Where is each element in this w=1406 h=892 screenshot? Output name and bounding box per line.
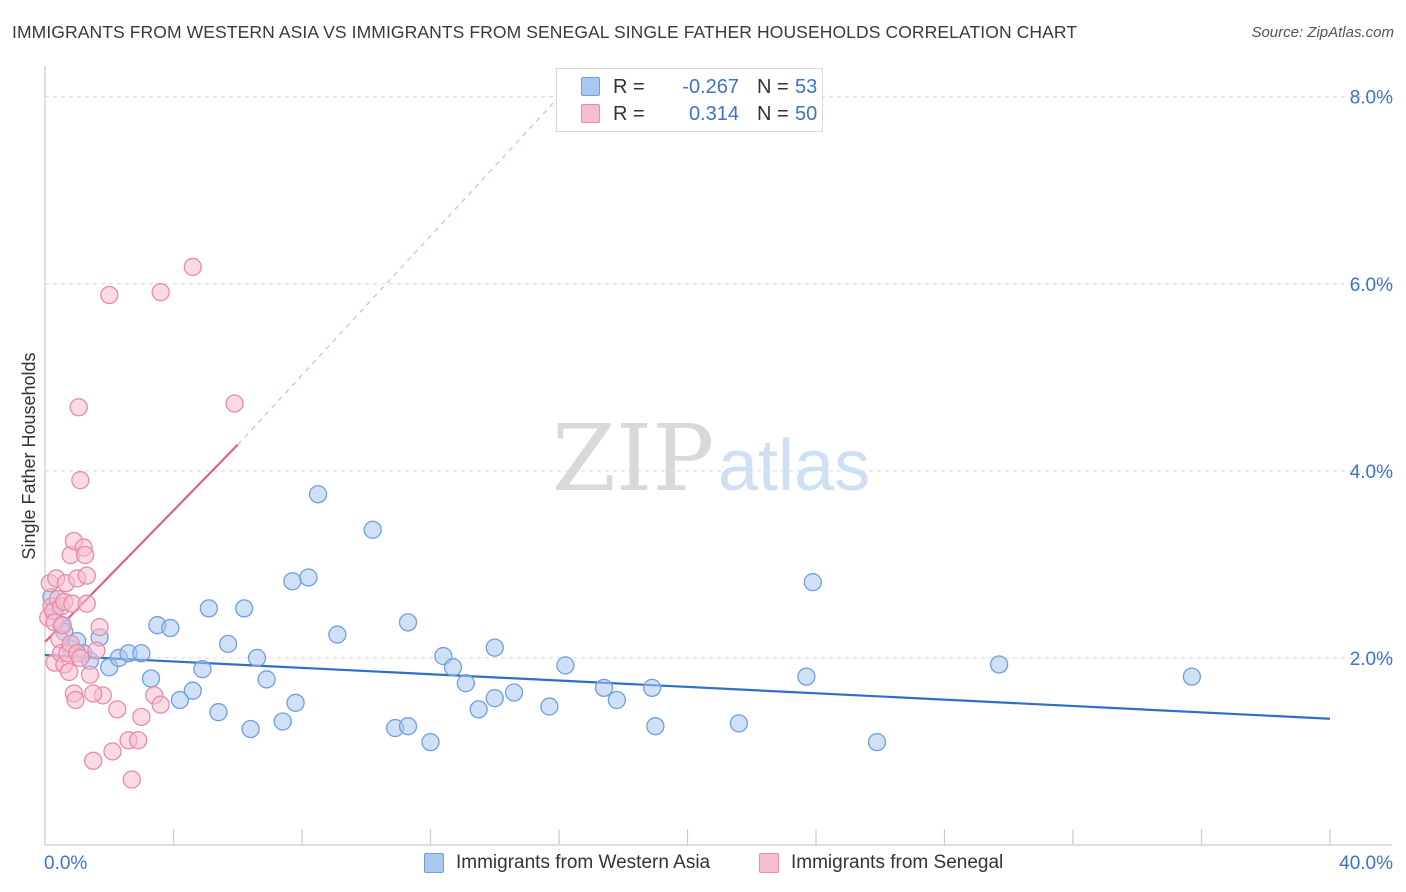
data-points [39, 257, 1202, 789]
point-senegal [151, 695, 170, 714]
point-western-asia [257, 670, 276, 689]
bottom-legend-swatch-senegal [759, 853, 779, 873]
point-western-asia [867, 732, 887, 752]
point-western-asia [540, 697, 559, 716]
point-western-asia [183, 681, 202, 700]
x-tick-label: 0.0% [44, 853, 87, 874]
point-western-asia [241, 719, 260, 739]
legend-n-label: N = [757, 103, 789, 125]
legend-r-label: R = [613, 103, 645, 125]
point-senegal [129, 731, 148, 750]
trend-extension-senegal [237, 96, 560, 446]
tick-labels: 2.0% 4.0% 6.0% 8.0% 0.0% 40.0% Single Father H… [19, 88, 1393, 874]
legend-r-value: -0.267 [682, 76, 739, 98]
point-western-asia [286, 693, 305, 712]
point-western-asia [283, 572, 302, 591]
bottom-legend-label: Immigrants from Senegal [791, 852, 1004, 873]
point-senegal [59, 662, 79, 682]
trend-line-western-asia [44, 654, 1331, 720]
grid-lines [45, 96, 1392, 659]
legend-n-label: N = [757, 76, 789, 98]
point-western-asia [504, 683, 524, 702]
point-western-asia [594, 678, 614, 698]
point-western-asia [421, 732, 440, 752]
legend-n-value: 50 [795, 103, 818, 125]
point-western-asia [193, 660, 212, 679]
chart-title: IMMIGRANTS FROM WESTERN ASIA VS IMMIGRAN… [12, 22, 1078, 42]
point-western-asia [646, 717, 665, 736]
point-western-asia [485, 638, 504, 657]
point-senegal [77, 566, 96, 585]
point-western-asia [398, 613, 418, 632]
point-senegal [122, 770, 141, 789]
point-western-asia [161, 618, 180, 638]
point-senegal [87, 641, 106, 660]
y-tick-label: 8.0% [1350, 88, 1393, 109]
point-western-asia [556, 656, 575, 675]
point-western-asia [398, 717, 418, 736]
point-senegal [84, 751, 103, 770]
y-axis-title: Single Father Households [19, 352, 39, 559]
point-western-asia [1182, 667, 1202, 686]
point-western-asia [218, 634, 238, 654]
point-senegal [100, 285, 119, 305]
point-western-asia [607, 690, 626, 710]
point-senegal [90, 617, 109, 637]
y-tick-label: 2.0% [1350, 649, 1393, 670]
point-western-asia [328, 625, 347, 644]
correlation-legend: R = -0.267 N = 53 R = 0.314 N = 50 [556, 68, 823, 132]
y-tick-label: 4.0% [1350, 462, 1393, 483]
bottom-legend-label: Immigrants from Western Asia [456, 852, 711, 873]
point-western-asia [199, 599, 218, 618]
point-western-asia [729, 714, 749, 733]
bottom-legend-swatch-western-asia [424, 853, 444, 873]
axes [44, 66, 1392, 846]
legend-swatch-senegal [581, 104, 600, 123]
point-western-asia [485, 688, 504, 708]
point-western-asia [456, 674, 475, 693]
point-western-asia [643, 678, 662, 698]
point-senegal [151, 283, 170, 302]
point-senegal [71, 648, 90, 668]
point-western-asia [299, 568, 318, 587]
legend-swatch-western-asia [581, 77, 600, 96]
point-senegal [132, 707, 151, 727]
point-western-asia [797, 667, 816, 686]
watermark-zip: ZIP [552, 405, 714, 512]
point-senegal [69, 398, 88, 417]
point-western-asia [247, 648, 267, 668]
watermark-atlas: atlas [718, 426, 870, 506]
point-western-asia [469, 700, 488, 719]
point-senegal [80, 665, 100, 684]
point-western-asia [803, 573, 822, 592]
point-western-asia [363, 520, 382, 539]
point-western-asia [141, 669, 161, 688]
point-western-asia [132, 644, 151, 663]
point-western-asia [235, 599, 254, 618]
point-western-asia [170, 690, 190, 710]
point-western-asia [443, 658, 463, 677]
point-senegal [53, 616, 72, 635]
point-senegal [76, 545, 95, 565]
legend-r-label: R = [613, 76, 645, 98]
point-western-asia [273, 712, 292, 731]
legend-r-value: 0.314 [688, 103, 739, 125]
legend-n-value: 53 [795, 76, 818, 98]
point-senegal [225, 394, 244, 413]
y-tick-label: 6.0% [1350, 275, 1393, 296]
source-label: Source: ZipAtlas.com [1251, 24, 1394, 41]
point-senegal [77, 594, 96, 613]
point-western-asia [308, 485, 328, 504]
point-western-asia [989, 655, 1009, 674]
point-senegal [66, 690, 85, 710]
point-senegal [108, 700, 127, 719]
watermark: ZIP atlas [552, 405, 870, 512]
point-western-asia [209, 703, 228, 722]
point-senegal [84, 684, 103, 703]
point-senegal [71, 471, 90, 490]
x-tick-label: 40.0% [1339, 853, 1393, 874]
point-senegal [183, 257, 202, 277]
point-senegal [103, 742, 122, 761]
